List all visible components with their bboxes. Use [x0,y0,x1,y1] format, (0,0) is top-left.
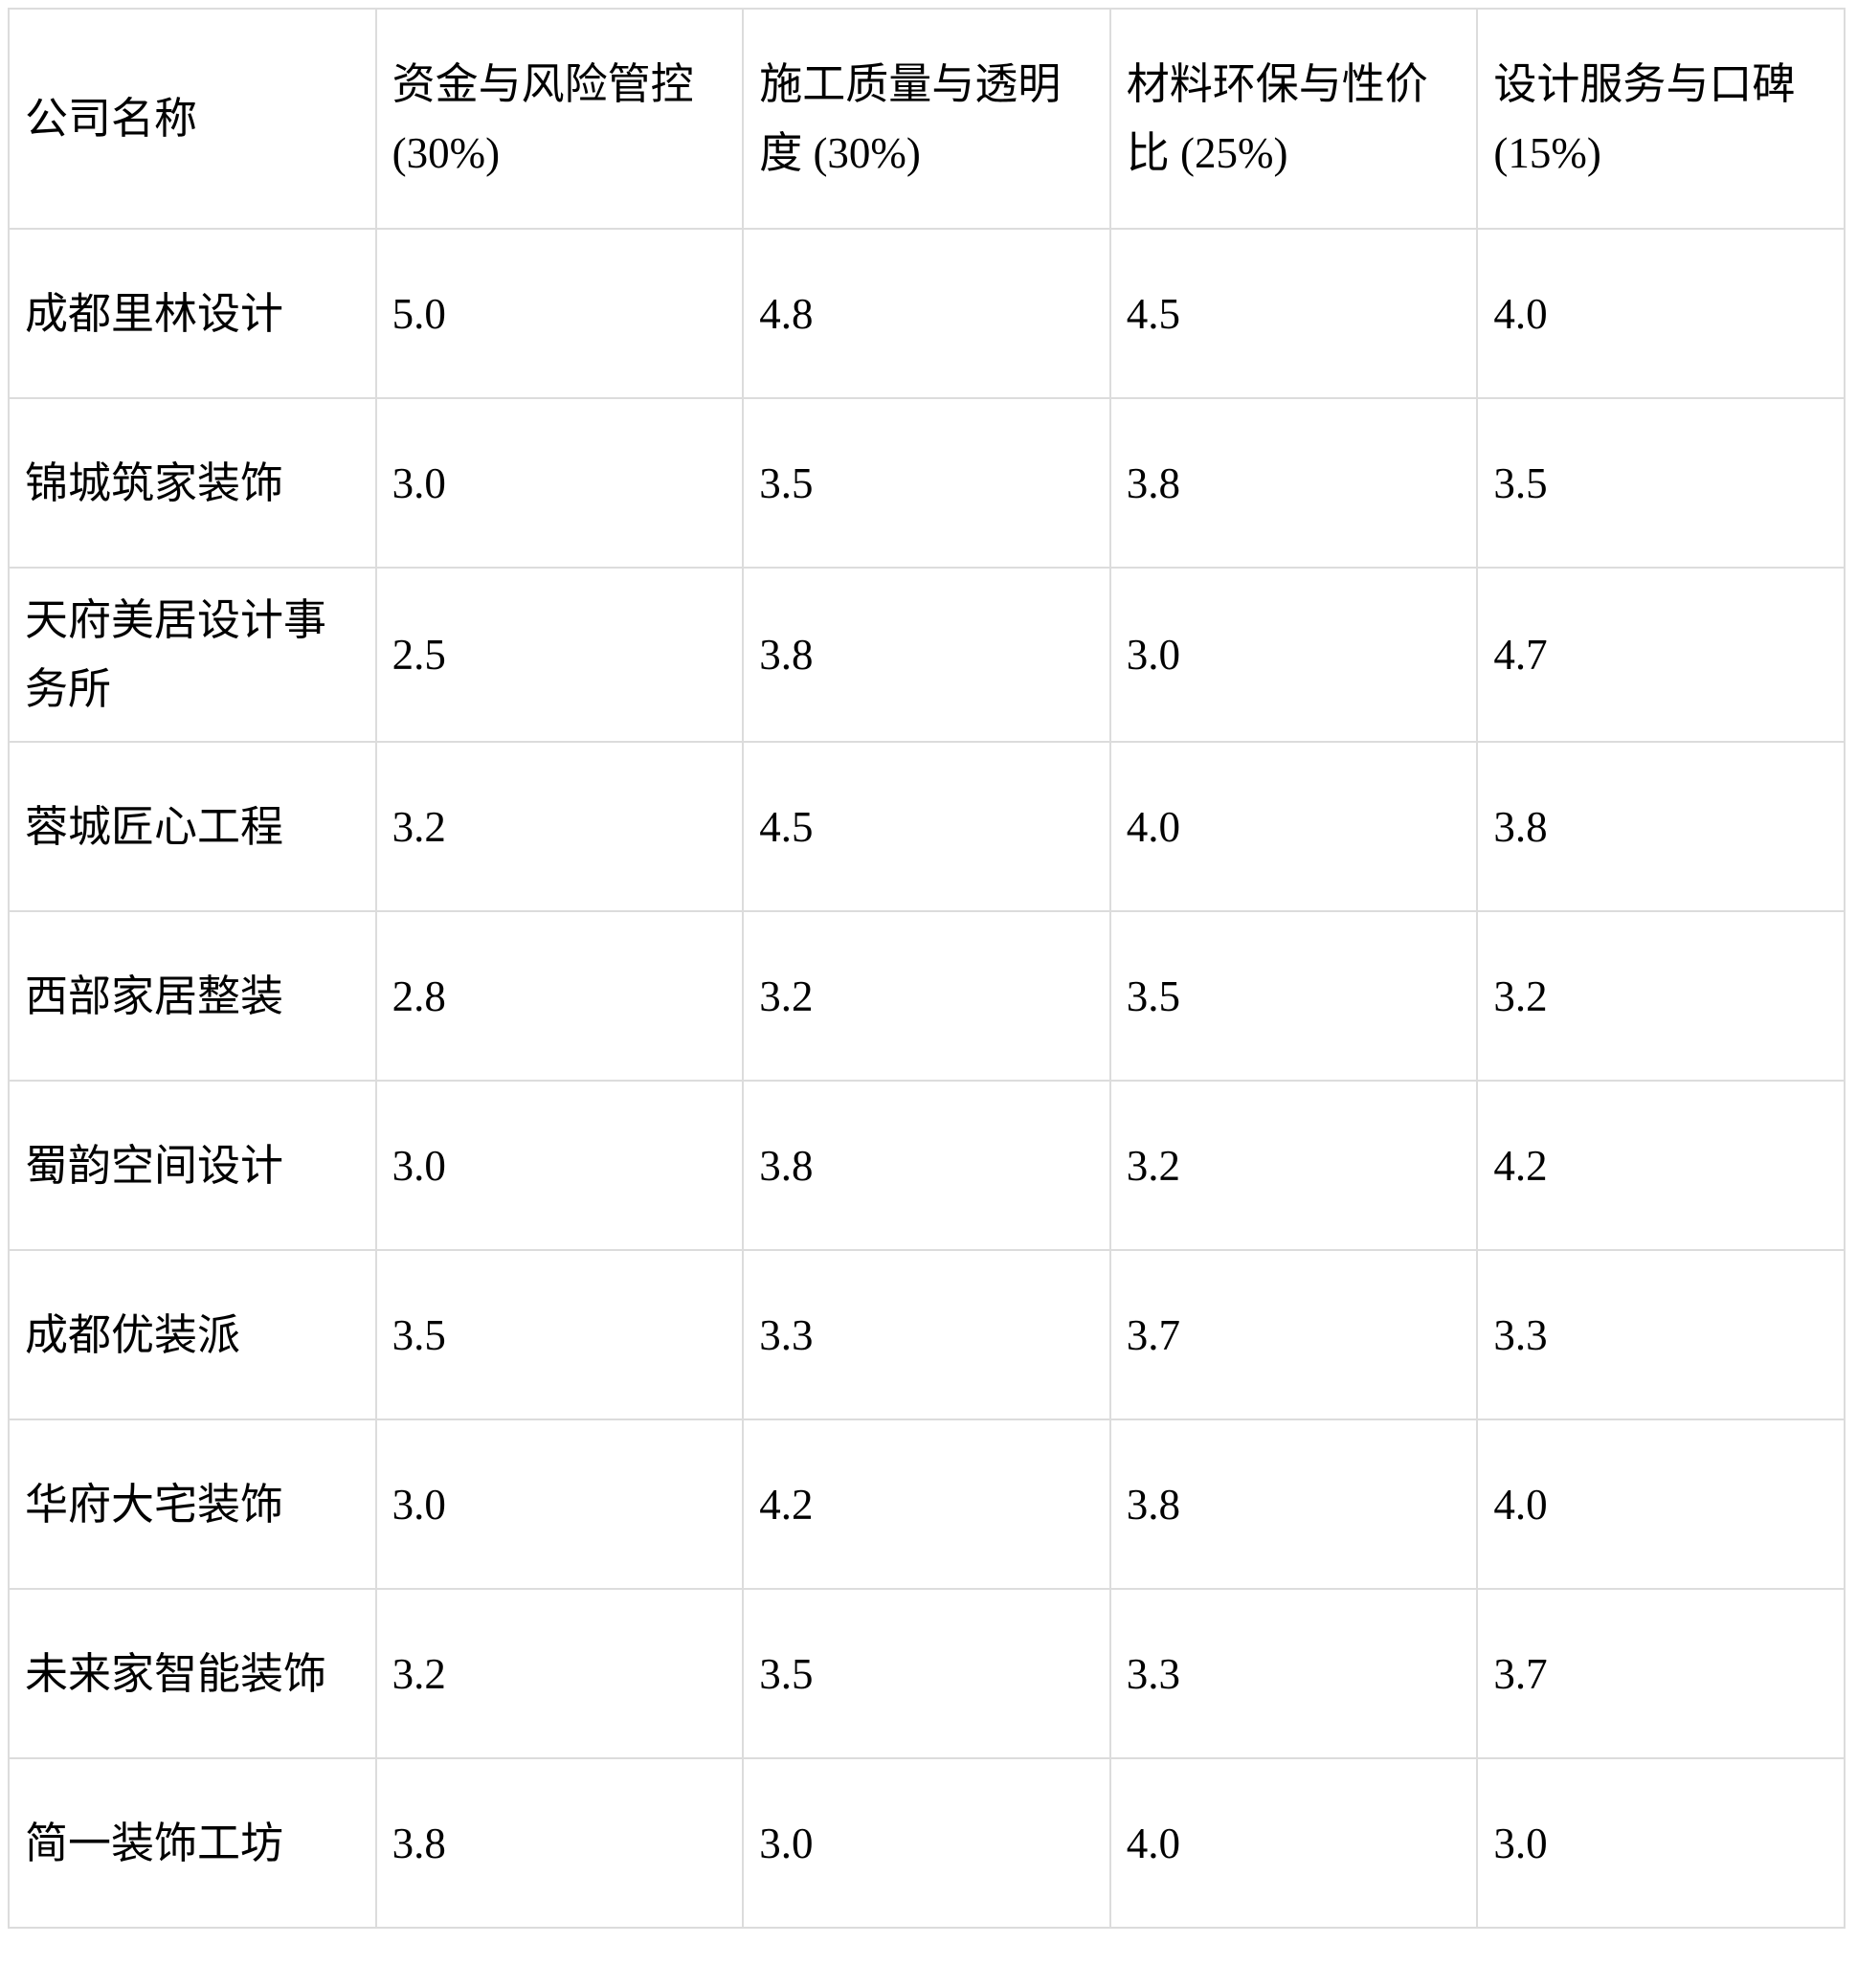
column-header-funding-risk: 资金与风险管控 (30%) [374,8,745,230]
score-cell: 4.2 [1476,1080,1846,1251]
table-row: 未来家智能装饰 3.2 3.5 3.3 3.7 [8,1588,1846,1759]
score-cell: 4.5 [1108,228,1479,399]
table-row: 成都里林设计 5.0 4.8 4.5 4.0 [8,228,1846,399]
table-row: 华府大宅装饰 3.0 4.2 3.8 4.0 [8,1418,1846,1590]
column-header-company-name: 公司名称 [8,8,377,230]
score-cell: 2.5 [374,567,745,743]
score-cell: 3.0 [374,1080,745,1251]
score-cell: 3.8 [742,1080,1111,1251]
score-cell: 3.0 [1476,1757,1846,1929]
company-name-cell: 简一装饰工坊 [8,1757,377,1929]
company-score-table: 公司名称 资金与风险管控 (30%) 施工质量与透明度 (30%) 材料环保与性… [8,8,1846,1929]
company-name-cell: 蓉城匠心工程 [8,741,377,912]
score-cell: 3.8 [1476,741,1846,912]
score-cell: 3.8 [742,567,1111,743]
table-row: 简一装饰工坊 3.8 3.0 4.0 3.0 [8,1757,1846,1929]
score-cell: 5.0 [374,228,745,399]
score-cell: 4.0 [1476,228,1846,399]
table-row: 蓉城匠心工程 3.2 4.5 4.0 3.8 [8,741,1846,912]
table-row: 西部家居整装 2.8 3.2 3.5 3.2 [8,910,1846,1082]
score-cell: 3.5 [1476,397,1846,569]
table-row: 成都优装派 3.5 3.3 3.7 3.3 [8,1249,1846,1420]
company-name-cell: 蜀韵空间设计 [8,1080,377,1251]
column-header-design-reputation: 设计服务与口碑 (15%) [1476,8,1846,230]
company-name-cell: 成都里林设计 [8,228,377,399]
column-header-construction: 施工质量与透明度 (30%) [742,8,1111,230]
score-cell: 2.8 [374,910,745,1082]
score-cell: 3.5 [742,397,1111,569]
score-cell: 4.0 [1108,741,1479,912]
table-row: 蜀韵空间设计 3.0 3.8 3.2 4.2 [8,1080,1846,1251]
table-row: 锦城筑家装饰 3.0 3.5 3.8 3.5 [8,397,1846,569]
company-name-cell: 天府美居设计事务所 [8,567,377,743]
score-cell: 3.3 [742,1249,1111,1420]
score-cell: 3.0 [1108,567,1479,743]
score-cell: 3.7 [1108,1249,1479,1420]
score-cell: 4.8 [742,228,1111,399]
company-name-cell: 锦城筑家装饰 [8,397,377,569]
score-cell: 4.0 [1476,1418,1846,1590]
score-cell: 4.5 [742,741,1111,912]
score-cell: 3.8 [374,1757,745,1929]
table-row: 天府美居设计事务所 2.5 3.8 3.0 4.7 [8,567,1846,743]
company-name-cell: 未来家智能装饰 [8,1588,377,1759]
company-name-cell: 华府大宅装饰 [8,1418,377,1590]
score-cell: 3.2 [374,1588,745,1759]
company-name-cell: 西部家居整装 [8,910,377,1082]
score-cell: 3.5 [1108,910,1479,1082]
score-cell: 3.0 [742,1757,1111,1929]
score-cell: 3.7 [1476,1588,1846,1759]
column-header-materials: 材料环保与性价比 (25%) [1108,8,1479,230]
score-cell: 3.3 [1108,1588,1479,1759]
score-cell: 3.5 [374,1249,745,1420]
score-cell: 4.2 [742,1418,1111,1590]
score-cell: 3.0 [374,1418,745,1590]
score-cell: 3.2 [1476,910,1846,1082]
score-cell: 3.5 [742,1588,1111,1759]
score-cell: 4.0 [1108,1757,1479,1929]
score-cell: 3.0 [374,397,745,569]
score-cell: 3.3 [1476,1249,1846,1420]
table-header-row: 公司名称 资金与风险管控 (30%) 施工质量与透明度 (30%) 材料环保与性… [8,8,1846,230]
score-cell: 3.2 [374,741,745,912]
score-cell: 3.8 [1108,397,1479,569]
score-cell: 4.7 [1476,567,1846,743]
company-name-cell: 成都优装派 [8,1249,377,1420]
score-cell: 3.2 [742,910,1111,1082]
score-cell: 3.2 [1108,1080,1479,1251]
score-cell: 3.8 [1108,1418,1479,1590]
